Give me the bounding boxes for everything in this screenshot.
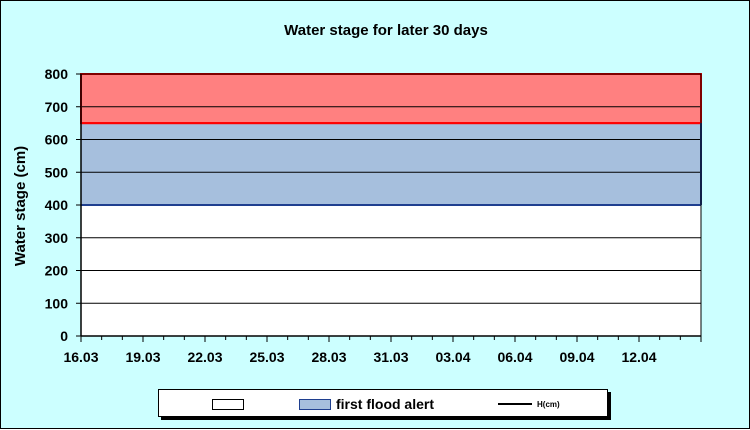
y-tick-label-4: 400	[45, 197, 69, 213]
y-tick-label-6: 600	[45, 132, 69, 148]
legend-swatch-first-flood-alert	[299, 398, 331, 410]
x-tick-label-6: 03.04	[435, 349, 470, 365]
legend-item-white-band	[212, 390, 250, 418]
x-tick-label-5: 31.03	[373, 349, 408, 365]
legend-label-first-flood-alert: first flood alert	[336, 396, 435, 412]
y-tick-label-8: 800	[45, 66, 69, 82]
y-tick-label-3: 300	[45, 230, 69, 246]
x-tick-label-8: 09.04	[559, 349, 594, 365]
y-tick-label-0: 0	[60, 328, 68, 344]
x-tick-label-2: 22.03	[187, 349, 222, 365]
legend: first flood alert H(cm)	[158, 389, 608, 417]
x-tick-label-0: 16.03	[63, 349, 98, 365]
x-tick-label-9: 12.04	[621, 349, 656, 365]
x-tick-label-4: 28.03	[311, 349, 346, 365]
y-tick-label-1: 100	[45, 295, 69, 311]
x-tick-label-3: 25.03	[249, 349, 284, 365]
legend-swatch-white	[212, 398, 244, 410]
y-axis-title: Water stage (cm)	[12, 146, 29, 266]
plot-area: 0 100 200 300 400 500 600 700 800 16.03 19.03 22.03…	[45, 66, 702, 365]
x-tick-label-1: 19.03	[125, 349, 160, 365]
x-tick-label-7: 06.04	[497, 349, 532, 365]
y-tick-label-5: 500	[45, 164, 69, 180]
band-2	[81, 74, 701, 124]
band-1	[81, 123, 701, 205]
legend-item-first-flood-alert: first flood alert	[299, 390, 434, 418]
chart-title: Water stage for later 30 days	[284, 22, 488, 39]
legend-label-h-cm: H(cm)	[537, 399, 560, 409]
y-tick-label-2: 200	[45, 263, 69, 279]
legend-item-h-cm: H(cm)	[498, 390, 560, 418]
y-tick-label-7: 700	[45, 99, 69, 115]
legend-line-h-cm	[498, 403, 532, 405]
